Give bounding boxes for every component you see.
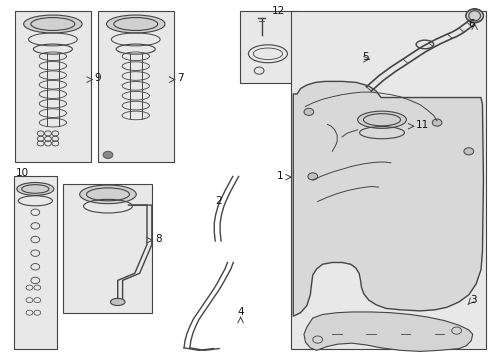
Circle shape [431, 119, 441, 126]
Text: 2: 2 [215, 196, 221, 206]
Ellipse shape [106, 15, 164, 33]
Bar [14, 176, 57, 348]
Bar [98, 12, 173, 162]
Text: 7: 7 [177, 73, 183, 83]
Text: 4: 4 [237, 307, 244, 317]
Text: 5: 5 [362, 52, 368, 62]
Bar [239, 12, 298, 83]
Text: 8: 8 [155, 234, 161, 244]
Circle shape [103, 151, 113, 158]
Text: 3: 3 [469, 296, 475, 306]
Bar [351, 101, 412, 155]
Text: 11: 11 [415, 121, 428, 130]
Text: 12: 12 [271, 6, 285, 16]
Text: 1: 1 [276, 171, 283, 181]
Ellipse shape [110, 298, 125, 306]
Circle shape [307, 173, 317, 180]
Circle shape [463, 148, 473, 155]
Ellipse shape [357, 111, 406, 129]
Ellipse shape [17, 183, 54, 195]
Polygon shape [304, 312, 472, 351]
Circle shape [304, 108, 313, 116]
Ellipse shape [465, 9, 483, 23]
Text: 9: 9 [94, 73, 101, 83]
Text: 10: 10 [15, 168, 28, 178]
Bar [15, 12, 91, 162]
Bar [290, 12, 485, 348]
Ellipse shape [23, 15, 82, 33]
Text: 6: 6 [468, 19, 474, 29]
Bar [63, 184, 152, 313]
Ellipse shape [80, 185, 136, 204]
Polygon shape [293, 81, 483, 316]
